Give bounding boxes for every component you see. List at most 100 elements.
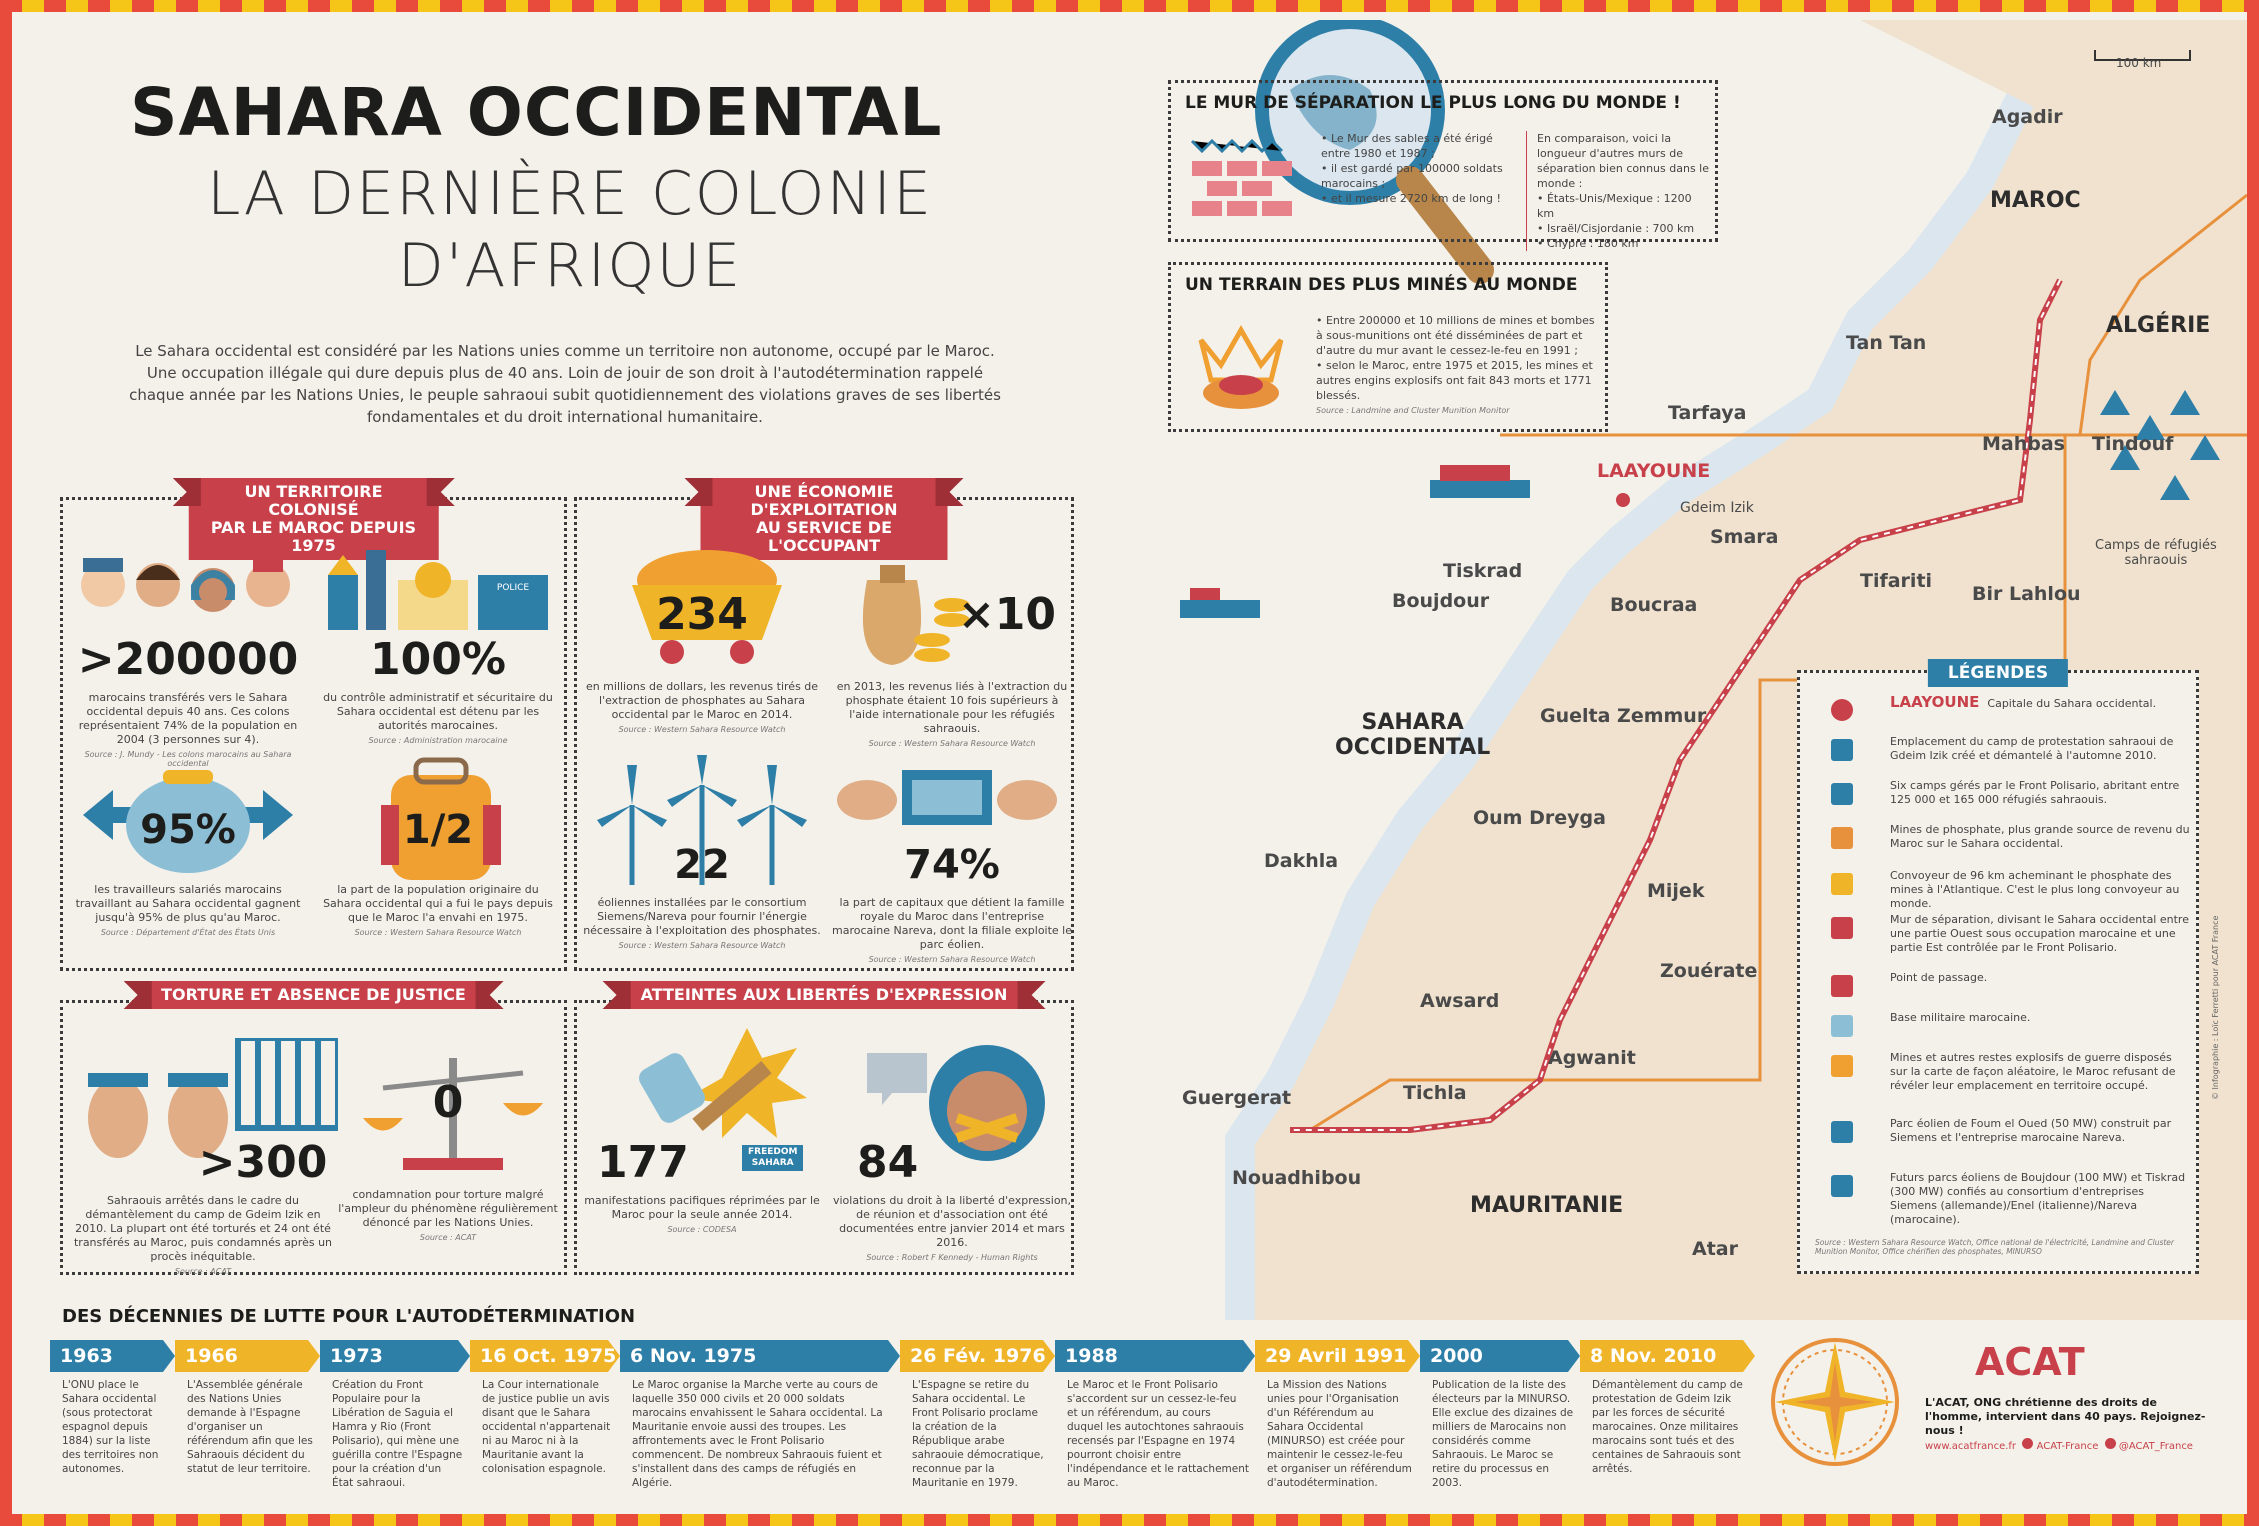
police-label: POLICE bbox=[497, 583, 529, 593]
capital-dot bbox=[1616, 493, 1630, 507]
city-mijek: Mijek bbox=[1647, 880, 1705, 902]
country-maroc: MAROC bbox=[1990, 188, 2081, 213]
timeline-date: 2000 bbox=[1420, 1340, 1580, 1372]
stat-number: 177 bbox=[597, 1137, 689, 1188]
legend-capital-label: LAAYOUNE bbox=[1890, 693, 1980, 711]
main-title: SAHARA OCCIDENTAL bbox=[130, 74, 943, 151]
legend-text: Six camps gérés par le Front Polisario, … bbox=[1890, 779, 2180, 806]
timeline-title: DES DÉCENNIES DE LUTTE POUR L'AUTODÉTERM… bbox=[62, 1306, 636, 1327]
scales-icon bbox=[363, 1058, 543, 1170]
cash-hands-icon bbox=[837, 770, 1057, 825]
wall-title: LE MUR DE SÉPARATION LE PLUS LONG DU MON… bbox=[1185, 93, 1681, 113]
stat-x10: ×10 en 2013, les revenus liés à l'extrac… bbox=[832, 589, 1072, 749]
legend-crossing-icon bbox=[1820, 971, 1864, 1003]
box-mines: UN TERRAIN DES PLUS MINÉS AU MONDE • Ent… bbox=[1168, 262, 1608, 432]
wall-compare-2: • Israël/Cisjordanie : 700 km bbox=[1537, 222, 1695, 235]
legend-text: Parc éolien de Foum el Oued (50 MW) cons… bbox=[1890, 1117, 2172, 1144]
freedom-sign: FREEDOM SAHARA bbox=[742, 1145, 804, 1171]
legend-text: Mines de phosphate, plus grande source d… bbox=[1890, 823, 2190, 850]
legend-wall-icon bbox=[1820, 913, 1864, 945]
stat-text: du contrôle administratif et sécuritaire… bbox=[323, 691, 553, 732]
city-gdeim-izik: Gdeim Izik bbox=[1680, 500, 1754, 516]
subtitle-line-2: D'AFRIQUE bbox=[397, 231, 743, 301]
gagged-person-icon bbox=[867, 1045, 1045, 1161]
stat-colonists: >200000 marocains transférés vers le Sah… bbox=[73, 634, 303, 769]
box-wall: LE MUR DE SÉPARATION LE PLUS LONG DU MON… bbox=[1168, 80, 1718, 251]
stat-demonstrations: 177 manifestations pacifiques réprimées … bbox=[582, 1137, 822, 1235]
legend-crossing: Point de passage. bbox=[1890, 971, 2190, 985]
city-boujdour: Boujdour bbox=[1392, 590, 1490, 612]
box-expression: ATTEINTES AUX LIBERTÉS D'EXPRESSION FREE… bbox=[574, 981, 1074, 1275]
refugee-camps-label: Camps de réfugiés sahraouis bbox=[2095, 538, 2217, 568]
acat-block: ACAT L'ACAT, ONG chrétienne des droits d… bbox=[1771, 1338, 2205, 1466]
subtitle-line-1: LA DERNIÈRE COLONIE bbox=[206, 159, 933, 229]
capital-laayoune: LAAYOUNE bbox=[1597, 460, 1711, 482]
ribbon-title: UNE ÉCONOMIE D'EXPLOITATION AU SERVICE D… bbox=[684, 478, 964, 560]
timeline-date: 1973 bbox=[320, 1340, 470, 1372]
timeline-text: Publication de la liste des électeurs pa… bbox=[1432, 1379, 1574, 1489]
legend-text: Base militaire marocaine. bbox=[1890, 1011, 2031, 1024]
legend-military-base: Base militaire marocaine. bbox=[1890, 1011, 2190, 1025]
compass-rose-icon bbox=[1771, 1338, 1899, 1466]
stat-convictions: 0 condamnation pour torture malgré l'amp… bbox=[333, 1078, 563, 1243]
credit: © Infographie : Loïc Ferretti pour ACAT … bbox=[2211, 915, 2220, 1100]
stat-number: 22 bbox=[674, 842, 730, 888]
stat-number: 74% bbox=[904, 842, 1000, 888]
country-mauritanie: MAURITANIE bbox=[1470, 1193, 1624, 1218]
legend-source: Source : Western Sahara Resource Watch, … bbox=[1815, 1238, 2174, 1256]
wall-fact-3: • et il mesure 2720 km de long ! bbox=[1321, 192, 1501, 205]
stat-fled: 1/2 la part de la population originaire … bbox=[323, 805, 553, 937]
legend-wind-farm-icon bbox=[1820, 1117, 1864, 1149]
scale-label: 100 km bbox=[2116, 56, 2162, 70]
city-tichla: Tichla bbox=[1403, 1082, 1467, 1104]
stat-number: 95% bbox=[140, 807, 236, 853]
legend-text: Emplacement du camp de protestation sahr… bbox=[1890, 735, 2174, 762]
stat-wages: 95% les travailleurs salariés marocains … bbox=[73, 805, 303, 937]
wall-icon bbox=[1190, 138, 1292, 216]
legend-title: LÉGENDES bbox=[1927, 659, 2069, 687]
stat-source: Source : Département d'État des États Un… bbox=[100, 928, 276, 937]
stat-source: Source : Robert F Kennedy - Human Rights bbox=[866, 1253, 1038, 1262]
legend-text: Point de passage. bbox=[1890, 971, 1988, 984]
legend-text: Capitale du Sahara occidental. bbox=[1987, 697, 2157, 710]
timeline-text: La Cour internationale de justice publie… bbox=[482, 1379, 611, 1475]
city-nouadhibou: Nouadhibou bbox=[1232, 1167, 1362, 1189]
legend-phosphate-mines: Mines de phosphate, plus grande source d… bbox=[1890, 823, 2190, 851]
legend-conveyor: Convoyeur de 96 km acheminant le phospha… bbox=[1890, 869, 2190, 911]
acat-tw-link[interactable]: @ACAT_France bbox=[2118, 1441, 2193, 1452]
wall-fact-2: • il est gardé par 100000 soldats maroca… bbox=[1321, 162, 1503, 190]
city-bir-lahlou: Bir Lahlou bbox=[1972, 583, 2081, 605]
wall-compare-3: • Chypre : 180 km bbox=[1537, 237, 1639, 250]
acat-fb-link[interactable]: ACAT-France bbox=[2036, 1441, 2099, 1452]
city-agwanit: Agwanit bbox=[1548, 1047, 1636, 1069]
twitter-icon bbox=[2104, 1438, 2116, 1449]
stat-source: Source : J. Mundy - Les colons marocains… bbox=[84, 750, 292, 768]
timeline-date: 1988 bbox=[1055, 1340, 1255, 1372]
acat-links: www.acatfrance.fr ACAT-France @ACAT_Fran… bbox=[1925, 1438, 2215, 1452]
stat-text: Sahraouis arrêtés dans le cadre du déman… bbox=[73, 1194, 333, 1263]
legend-conveyor-icon bbox=[1820, 869, 1864, 901]
money-bag-icon bbox=[862, 565, 970, 665]
legend-future-wind: Futurs parcs éoliens de Boujdour (100 MW… bbox=[1890, 1171, 2190, 1227]
legend-refugee-camps-icon bbox=[1820, 779, 1864, 811]
timeline-text: Démantèlement du camp de protestation de… bbox=[1592, 1379, 1743, 1475]
box-exploitation-economy: UNE ÉCONOMIE D'EXPLOITATION AU SERVICE D… bbox=[574, 478, 1074, 971]
baton-icon bbox=[639, 1028, 807, 1138]
timeline-date: 1966 bbox=[175, 1340, 320, 1372]
city-smara: Smara bbox=[1710, 526, 1779, 548]
stat-text: violations du droit à la liberté d'expre… bbox=[832, 1194, 1072, 1249]
ribbon-title: ATTEINTES AUX LIBERTÉS D'EXPRESSION bbox=[602, 981, 1046, 1009]
timeline-text: La Mission des Nations unies pour l'Orga… bbox=[1267, 1379, 1412, 1489]
mine-icon bbox=[1198, 324, 1284, 409]
intro-text: Le Sahara occidental est considéré par l… bbox=[129, 342, 1001, 426]
box-colonized-territory: UN TERRITOIRE COLONISÉ PAR LE MAROC DEPU… bbox=[60, 478, 567, 971]
acat-site-link[interactable]: www.acatfrance.fr bbox=[1925, 1441, 2017, 1452]
stat-number: >200000 bbox=[77, 634, 299, 685]
city-zouerate: Zouérate bbox=[1660, 960, 1758, 982]
stat-text: manifestations pacifiques réprimées par … bbox=[584, 1194, 820, 1221]
city-oum-dreyga: Oum Dreyga bbox=[1473, 807, 1606, 829]
stat-text: la part de la population originaire du S… bbox=[323, 883, 553, 924]
timeline-date: 1963 bbox=[50, 1340, 175, 1372]
stat-number: ×10 bbox=[957, 589, 1057, 640]
city-atar: Atar bbox=[1692, 1238, 1738, 1260]
